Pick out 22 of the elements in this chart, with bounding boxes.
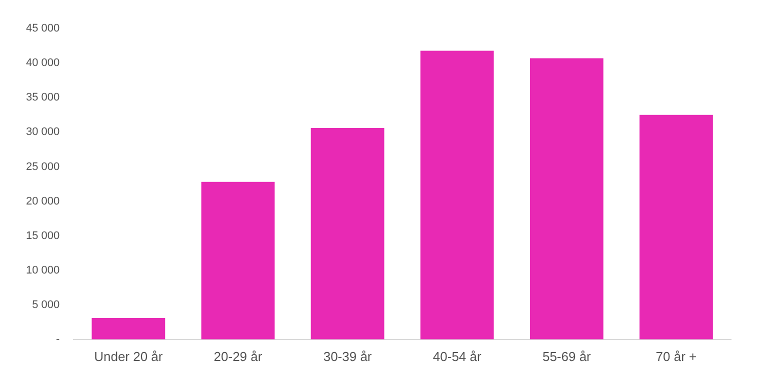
x-tick-label: 20-29 år (214, 348, 263, 364)
bar (640, 114, 713, 340)
y-tick-label: 30 000 (26, 126, 60, 138)
x-tick-label: 30-39 år (323, 348, 372, 364)
y-tick-label: 10 000 (26, 264, 60, 276)
x-tick-label: 70 år + (656, 348, 697, 364)
y-tick-label: 35 000 (26, 92, 60, 104)
x-tick-label: Under 20 år (94, 348, 164, 364)
y-tick-label: 40 000 (26, 57, 60, 70)
y-tick-label: 15 000 (26, 230, 60, 242)
bar (420, 50, 494, 340)
y-tick-label: 45 000 (26, 22, 60, 35)
bar (530, 58, 604, 340)
y-tick-label: 5 000 (32, 298, 60, 311)
bar (310, 128, 384, 340)
y-tick-label: - (56, 333, 60, 346)
bar (92, 318, 166, 340)
x-tick-label: 55-69 år (542, 348, 592, 364)
y-tick-label: 25 000 (26, 160, 60, 173)
bar (201, 182, 275, 340)
x-tick-label: 40-54 år (432, 348, 482, 364)
y-tick-label: 20 000 (26, 195, 60, 208)
